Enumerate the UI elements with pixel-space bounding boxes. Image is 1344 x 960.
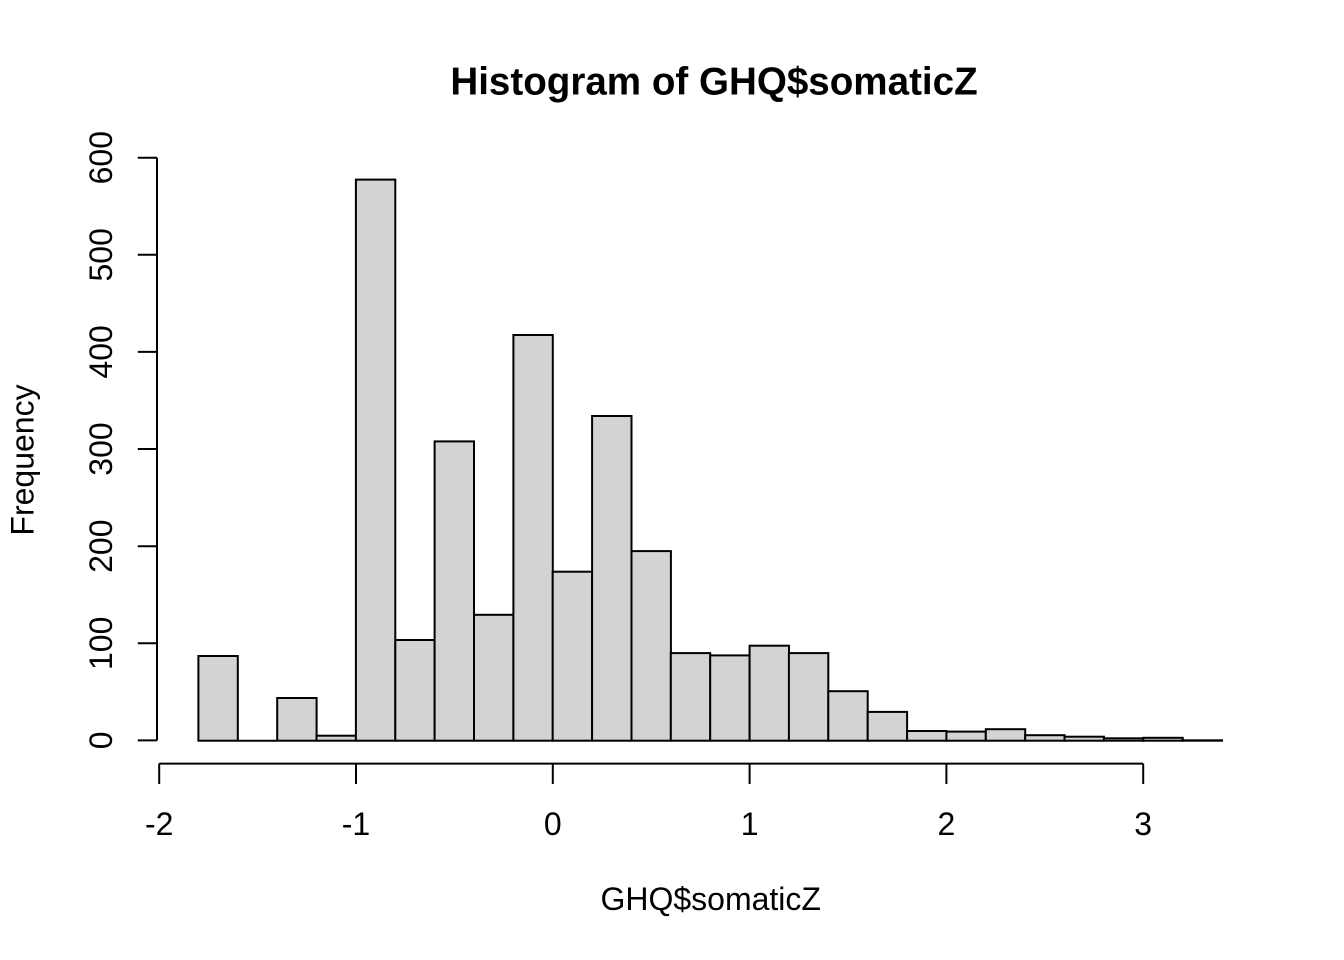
svg-text:400: 400 xyxy=(83,325,119,378)
svg-text:-2: -2 xyxy=(145,806,173,842)
svg-text:200: 200 xyxy=(83,520,119,573)
svg-text:Histogram of GHQ$somaticZ: Histogram of GHQ$somaticZ xyxy=(450,61,977,104)
svg-text:2: 2 xyxy=(938,806,956,842)
svg-text:Frequency: Frequency xyxy=(5,384,41,535)
svg-text:GHQ$somaticZ: GHQ$somaticZ xyxy=(600,881,820,917)
svg-text:1: 1 xyxy=(741,806,759,842)
svg-text:0: 0 xyxy=(544,806,562,842)
svg-text:0: 0 xyxy=(83,732,119,750)
svg-text:600: 600 xyxy=(83,131,119,184)
svg-text:500: 500 xyxy=(83,228,119,281)
svg-text:-1: -1 xyxy=(342,806,370,842)
svg-text:3: 3 xyxy=(1134,806,1152,842)
svg-text:300: 300 xyxy=(83,422,119,475)
svg-text:100: 100 xyxy=(83,617,119,670)
